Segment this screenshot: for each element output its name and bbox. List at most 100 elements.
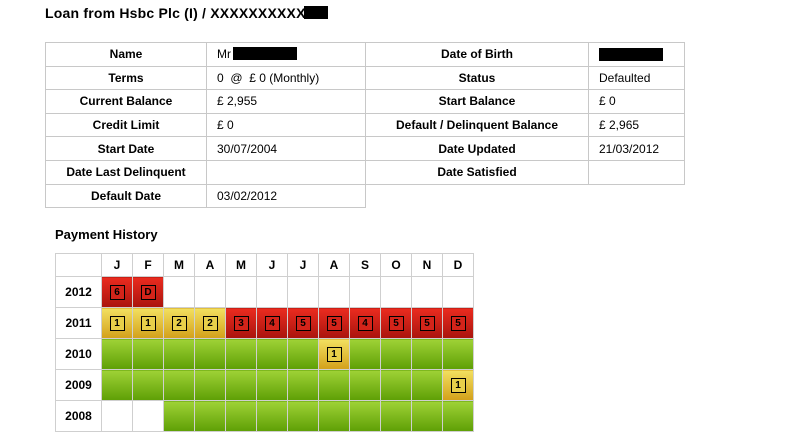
month-header: S <box>349 253 381 277</box>
payment-status-cell <box>380 276 412 308</box>
payment-status-cell: 1 <box>101 307 133 339</box>
status-badge: 5 <box>295 315 311 331</box>
month-header: D <box>442 253 474 277</box>
label-default-balance: Default / Delinquent Balance <box>365 112 589 138</box>
status-badge: D <box>140 284 156 300</box>
value-terms: 0 @ £ 0 (Monthly) <box>206 65 366 91</box>
payment-status-cell <box>442 400 474 432</box>
payment-status-cell <box>132 369 164 401</box>
year-row: 2012 6 D <box>55 276 474 308</box>
payment-status-cell <box>380 338 412 370</box>
month-header: J <box>256 253 288 277</box>
details-row: Start Date 30/07/2004 Date Updated 21/03… <box>45 136 685 161</box>
payment-status-cell <box>225 369 257 401</box>
status-badge: 2 <box>171 315 187 331</box>
value-current-balance: £ 2,955 <box>206 89 366 114</box>
value-default-balance: £ 2,965 <box>588 112 685 138</box>
label-status: Status <box>365 65 589 91</box>
status-badge: 5 <box>388 315 404 331</box>
value-start-balance: £ 0 <box>588 89 685 114</box>
payment-status-cell: 1 <box>442 369 474 401</box>
payment-status-cell: 4 <box>256 307 288 339</box>
month-header: O <box>380 253 412 277</box>
year-label: 2008 <box>55 400 102 432</box>
year-row: 2009 1 <box>55 369 474 401</box>
label-date-satisfied: Date Satisfied <box>365 159 589 185</box>
payment-status-cell <box>194 369 226 401</box>
value-name: Mr <box>206 42 366 67</box>
status-badge: 6 <box>109 284 125 300</box>
year-row: 2011 1 1 2 2 3 4 5 5 4 5 5 5 <box>55 307 474 339</box>
payment-status-cell <box>318 400 350 432</box>
label-default-date: Default Date <box>45 183 207 209</box>
account-title-text: Loan from Hsbc Plc (I) / XXXXXXXXXX <box>45 5 306 21</box>
empty-cell <box>366 184 589 208</box>
payment-status-cell: 1 <box>132 307 164 339</box>
payment-status-cell <box>225 338 257 370</box>
payment-status-cell <box>132 338 164 370</box>
payment-status-cell: 6 <box>101 276 133 308</box>
label-start-balance: Start Balance <box>365 89 589 114</box>
value-credit-limit: £ 0 <box>206 112 366 138</box>
payment-status-cell <box>411 338 443 370</box>
payment-status-cell <box>163 276 195 308</box>
label-terms: Terms <box>45 65 207 91</box>
payment-status-cell: 2 <box>163 307 195 339</box>
payment-status-cell <box>256 400 288 432</box>
status-badge: 2 <box>202 315 218 331</box>
payment-status-cell <box>101 338 133 370</box>
payment-status-cell <box>349 369 381 401</box>
payment-status-cell <box>380 369 412 401</box>
payment-status-cell <box>380 400 412 432</box>
payment-status-cell: 1 <box>318 338 350 370</box>
payment-status-cell <box>163 338 195 370</box>
value-date-last-delinquent <box>206 159 366 185</box>
status-badge: 1 <box>326 346 342 362</box>
year-label: 2011 <box>55 307 102 339</box>
payment-status-cell <box>287 338 319 370</box>
status-badge: 5 <box>450 315 466 331</box>
label-name: Name <box>45 42 207 67</box>
redaction-bar <box>599 48 663 62</box>
payment-status-cell: D <box>132 276 164 308</box>
payment-status-cell <box>256 369 288 401</box>
payment-status-cell <box>349 276 381 308</box>
month-header: J <box>287 253 319 277</box>
payment-status-cell: 5 <box>380 307 412 339</box>
payment-status-cell <box>256 338 288 370</box>
label-date-of-birth: Date of Birth <box>365 42 589 67</box>
status-badge: 5 <box>419 315 435 331</box>
month-header: A <box>318 253 350 277</box>
payment-status-cell <box>411 369 443 401</box>
month-header: M <box>225 253 257 277</box>
value-default-date: 03/02/2012 <box>206 183 366 209</box>
name-prefix: Mr <box>217 47 231 62</box>
label-credit-limit: Credit Limit <box>45 112 207 138</box>
year-row: 2008 <box>55 400 474 432</box>
year-label: 2010 <box>55 338 102 370</box>
payment-status-cell: 5 <box>318 307 350 339</box>
payment-status-cell <box>101 400 133 432</box>
payment-status-cell: 5 <box>442 307 474 339</box>
status-badge: 1 <box>450 377 466 393</box>
payment-status-cell <box>163 400 195 432</box>
details-row: Terms 0 @ £ 0 (Monthly) Status Defaulted <box>45 65 685 91</box>
label-start-date: Start Date <box>45 136 207 161</box>
payment-status-cell <box>318 276 350 308</box>
year-label: 2012 <box>55 276 102 308</box>
payment-status-cell <box>287 400 319 432</box>
account-details-table: Name Mr Date of Birth Terms 0 @ £ 0 (Mon… <box>45 42 685 209</box>
year-row: 2010 1 <box>55 338 474 370</box>
label-date-last-delinquent: Date Last Delinquent <box>45 159 207 185</box>
payment-status-cell <box>225 276 257 308</box>
payment-status-cell <box>442 338 474 370</box>
status-badge: 4 <box>357 315 373 331</box>
year-label: 2009 <box>55 369 102 401</box>
payment-status-cell <box>194 400 226 432</box>
payment-status-cell <box>349 400 381 432</box>
value-date-satisfied <box>588 159 685 185</box>
details-row: Credit Limit £ 0 Default / Delinquent Ba… <box>45 112 685 138</box>
details-row: Date Last Delinquent Date Satisfied <box>45 159 685 185</box>
